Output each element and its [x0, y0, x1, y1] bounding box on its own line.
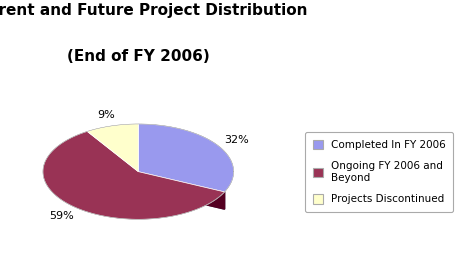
- Polygon shape: [138, 172, 225, 209]
- Text: Current and Future Project Distribution: Current and Future Project Distribution: [0, 3, 307, 18]
- Text: 9%: 9%: [97, 110, 115, 120]
- Legend: Completed In FY 2006, Ongoing FY 2006 and
Beyond, Projects Discontinued: Completed In FY 2006, Ongoing FY 2006 an…: [305, 132, 454, 212]
- Text: (End of FY 2006): (End of FY 2006): [67, 49, 210, 64]
- Polygon shape: [138, 172, 225, 209]
- Text: 32%: 32%: [224, 135, 249, 145]
- Polygon shape: [87, 124, 138, 172]
- Polygon shape: [138, 124, 234, 192]
- Polygon shape: [43, 131, 225, 219]
- Text: 59%: 59%: [49, 211, 74, 221]
